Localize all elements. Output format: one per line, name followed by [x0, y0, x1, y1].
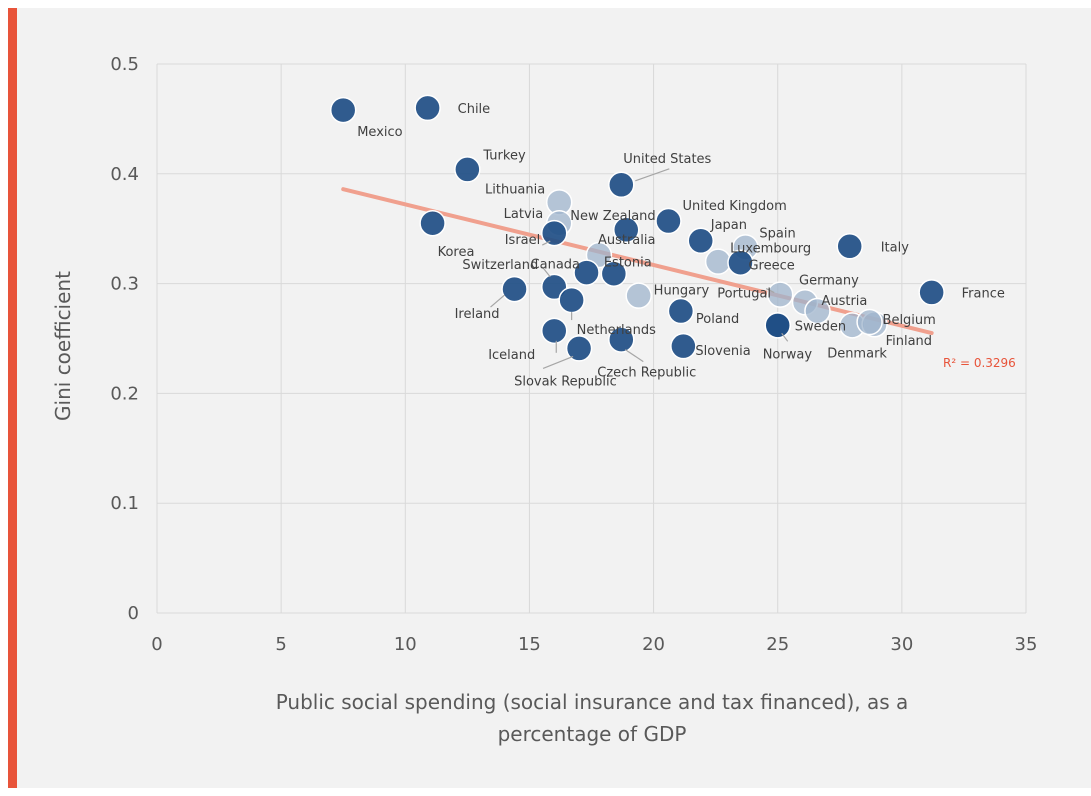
point-japan	[687, 227, 714, 255]
label-estonia: Estonia	[604, 256, 652, 271]
point-chile	[414, 94, 441, 122]
y-tick-label: 0.2	[110, 383, 139, 404]
label-sweden: Sweden	[795, 319, 846, 334]
y-tick-label: 0.4	[110, 164, 139, 185]
point-france	[918, 279, 945, 306]
point-turkey	[454, 156, 481, 183]
label-japan: Japan	[710, 218, 747, 233]
x-axis-title-line-1: Public social spending (social insurance…	[276, 690, 909, 714]
point-israel	[541, 219, 568, 247]
x-tick-label: 5	[275, 634, 286, 655]
label-slovenia: Slovenia	[695, 344, 750, 359]
label-united-states: United States	[623, 152, 711, 167]
point-norway	[764, 312, 791, 339]
leader-line	[624, 349, 644, 363]
x-tick-label: 35	[1015, 634, 1038, 655]
label-austria: Austria	[821, 294, 867, 309]
leader-lines	[490, 168, 789, 369]
label-greece: Greece	[748, 259, 794, 274]
x-tick-label: 25	[766, 634, 789, 655]
x-tick-label: 20	[642, 634, 665, 655]
point-korea	[419, 209, 446, 237]
leader-line	[781, 332, 789, 342]
point-new-zealand	[613, 216, 640, 244]
point-finland	[856, 308, 883, 336]
label-denmark: Denmark	[827, 346, 887, 361]
point-iceland	[541, 317, 568, 345]
point-portugal	[766, 281, 794, 308]
y-tick-label: 0.5	[110, 54, 139, 75]
point-luxembourg	[704, 248, 732, 275]
point-mexico	[329, 96, 357, 124]
leader-line	[541, 266, 551, 278]
x-axis-title-line-2: percentage of GDP	[498, 722, 687, 746]
label-czech-republic: Czech Republic	[597, 366, 696, 381]
label-luxembourg: Luxembourg	[730, 242, 811, 257]
x-tick-label: 10	[394, 634, 417, 655]
label-france: France	[962, 286, 1005, 301]
point-ireland	[501, 275, 528, 303]
label-latvia: Latvia	[504, 207, 544, 222]
x-tick-label: 15	[518, 634, 541, 655]
leader-line	[635, 168, 670, 182]
point-czech-republic	[608, 326, 635, 353]
label-australia: Australia	[598, 233, 656, 248]
point-greece	[727, 249, 754, 276]
point-italy	[836, 233, 863, 260]
point-labels: Mexico Chile Turkey Korea United States Lithu…	[357, 102, 1005, 389]
label-mexico: Mexico	[357, 125, 402, 140]
label-iceland: Iceland	[488, 348, 535, 363]
label-slovak-republic: Slovak Republic	[514, 374, 617, 389]
x-tick-label: 0	[151, 634, 162, 655]
point-hungary	[625, 282, 652, 309]
label-poland: Poland	[696, 312, 739, 327]
leader-line	[541, 240, 551, 246]
accent-bar	[8, 8, 17, 788]
label-italy: Italy	[881, 240, 910, 255]
point-slovenia	[670, 332, 697, 360]
label-spain: Spain	[759, 226, 795, 241]
leader-line	[765, 288, 775, 294]
label-chile: Chile	[458, 102, 491, 117]
point-canada	[573, 259, 600, 286]
gridlines	[156, 63, 1027, 614]
label-israel: Israel	[505, 233, 541, 248]
y-tick-label: 0	[128, 603, 139, 624]
label-ireland: Ireland	[455, 307, 500, 322]
point-poland	[667, 297, 695, 325]
label-switzerland: Switzerland	[462, 258, 538, 273]
leader-line	[490, 294, 505, 308]
label-canada: Canada	[531, 258, 580, 273]
label-lithuania: Lithuania	[485, 182, 545, 197]
tick-labels: 0 5 10 15 20 25 30 35 0 0.1 0.2 0.3 0.4 0.5	[110, 54, 1037, 655]
label-germany: Germany	[799, 273, 859, 288]
point-slovak-republic	[565, 335, 593, 362]
label-hungary: Hungary	[654, 284, 710, 299]
r-squared-label: R² = 0.3296	[943, 356, 1016, 370]
point-united-kingdom	[655, 207, 682, 235]
label-belgium: Belgium	[883, 313, 936, 328]
x-tick-label: 30	[890, 634, 913, 655]
point-netherlands	[558, 286, 585, 314]
label-finland: Finland	[886, 334, 932, 349]
y-tick-label: 0.1	[110, 493, 139, 514]
label-portugal: Portugal	[717, 287, 771, 302]
label-new-zealand: New Zealand	[570, 209, 655, 224]
point-estonia	[600, 260, 628, 287]
label-united-kingdom: United Kingdom	[682, 199, 786, 214]
label-norway: Norway	[763, 347, 813, 362]
trendline	[341, 187, 934, 336]
trendline-layer: R² = 0.3296	[341, 187, 1016, 370]
leader-line	[542, 355, 574, 369]
y-tick-label: 0.3	[110, 274, 139, 295]
label-korea: Korea	[438, 245, 475, 260]
label-netherlands: Netherlands	[577, 323, 656, 338]
scatter-chart: 0 5 10 15 20 25 30 35 0 0.1 0.2 0.3 0.4 0.5 R² = 0.32…	[51, 54, 1037, 746]
point-united-states	[608, 171, 635, 199]
point-austria	[804, 297, 831, 325]
data-points	[329, 94, 945, 362]
chart-card: 0 5 10 15 20 25 30 35 0 0.1 0.2 0.3 0.4 0.5 R² = 0.32…	[8, 8, 1091, 788]
label-turkey: Turkey	[482, 148, 526, 163]
y-axis-title: Gini coefficient	[51, 271, 75, 421]
